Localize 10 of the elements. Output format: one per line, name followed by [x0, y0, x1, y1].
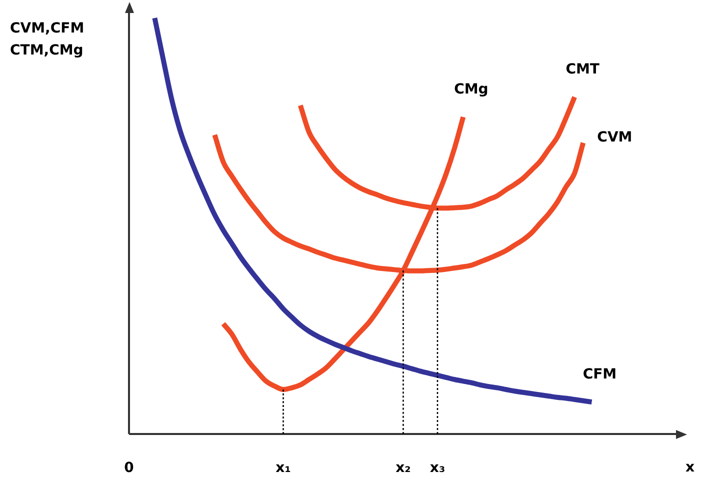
x-axis-title: x: [685, 460, 695, 476]
series-label: CVM: [597, 129, 632, 146]
x-tick-label: x₃: [430, 460, 446, 476]
x-tick-label: 0: [124, 460, 134, 476]
series-label: CMg: [454, 82, 488, 98]
x-tick-label: x₁: [276, 460, 291, 476]
series-label: CFM: [582, 366, 617, 383]
series-label: CMT: [566, 62, 600, 78]
y-axis-title: CVM,CFM CTM,CMg: [10, 20, 84, 59]
x-tick-label: x₂: [396, 460, 411, 476]
